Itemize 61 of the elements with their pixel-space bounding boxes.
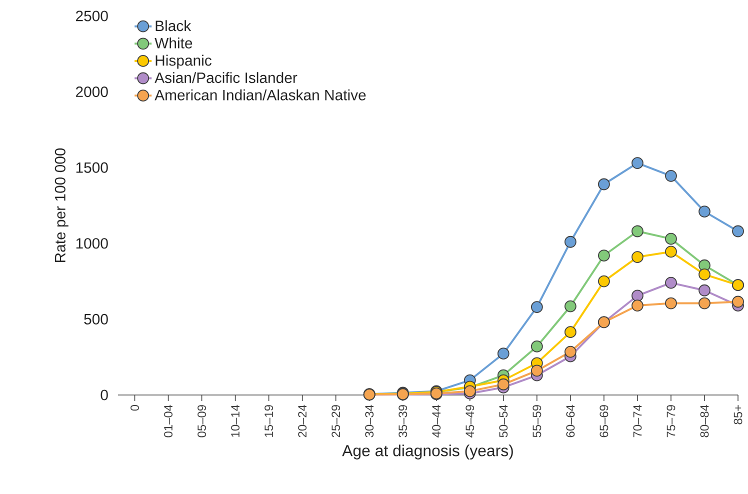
point <box>564 300 576 312</box>
point <box>598 250 610 262</box>
x-tick-label: 10–14 <box>231 404 240 437</box>
point <box>665 297 677 310</box>
y-axis-title: Rate per 100 000 <box>54 148 68 262</box>
point <box>698 268 710 280</box>
y-tick-label: 500 <box>84 314 108 324</box>
point <box>530 364 543 377</box>
point <box>564 326 576 338</box>
point <box>632 157 644 169</box>
legend-label: Black <box>156 20 192 32</box>
y-tick-label: 2000 <box>76 86 108 98</box>
x-tick-label: 75–79 <box>666 405 676 438</box>
x-tick-label: 25–29 <box>332 405 340 438</box>
point <box>665 170 677 182</box>
point <box>665 276 677 289</box>
point <box>598 178 610 190</box>
x-axis-title: Age at diagnosis (years) <box>342 444 513 460</box>
point <box>530 301 543 314</box>
y-tick-label: 2500 <box>76 10 108 22</box>
x-tick-label: 55–59 <box>532 405 542 438</box>
y-tick-label: 0 <box>100 390 108 400</box>
point <box>665 246 677 258</box>
y-tick-label: 1500 <box>76 162 108 173</box>
point <box>632 251 644 263</box>
x-tick-label: 15–19 <box>264 405 274 437</box>
x-tick-label: 85+ <box>734 405 742 424</box>
point <box>698 284 710 296</box>
point <box>632 225 644 238</box>
x-tick-label: 0 <box>130 404 139 411</box>
legend-label: Asian/Pacific Islander <box>154 72 298 84</box>
point <box>732 296 744 308</box>
point <box>530 340 543 352</box>
x-tick-label: 35–39 <box>398 405 408 438</box>
y-tick-label: 1000 <box>76 238 108 249</box>
point <box>564 236 576 248</box>
point <box>632 290 644 302</box>
point <box>732 225 744 238</box>
point <box>698 297 710 310</box>
x-tick-label: 65–69 <box>600 405 608 438</box>
x-tick-label: 30–34 <box>365 404 374 438</box>
x-tick-label: 45–49 <box>466 405 474 438</box>
point <box>665 232 677 245</box>
point <box>632 300 644 312</box>
x-tick-label: 60–64 <box>566 404 575 438</box>
point <box>464 385 476 398</box>
x-tick-label: 70–74 <box>633 404 642 438</box>
x-tick-label: 40–44 <box>432 404 441 438</box>
x-tick-label: 50–54 <box>499 404 508 438</box>
point <box>497 378 510 390</box>
point <box>698 206 710 218</box>
legend-label: Hispanic <box>156 54 212 69</box>
legend-label: American Indian/Alaskan Native <box>154 89 366 100</box>
point <box>497 348 510 360</box>
point <box>598 275 610 288</box>
x-tick-label: 80–84 <box>700 404 709 438</box>
x-tick-label: 20–24 <box>298 404 307 438</box>
point <box>564 346 576 358</box>
x-tick-label: 05–09 <box>198 405 206 438</box>
x-tick-label: 01–04 <box>164 404 173 438</box>
legend-label: White <box>154 37 192 48</box>
